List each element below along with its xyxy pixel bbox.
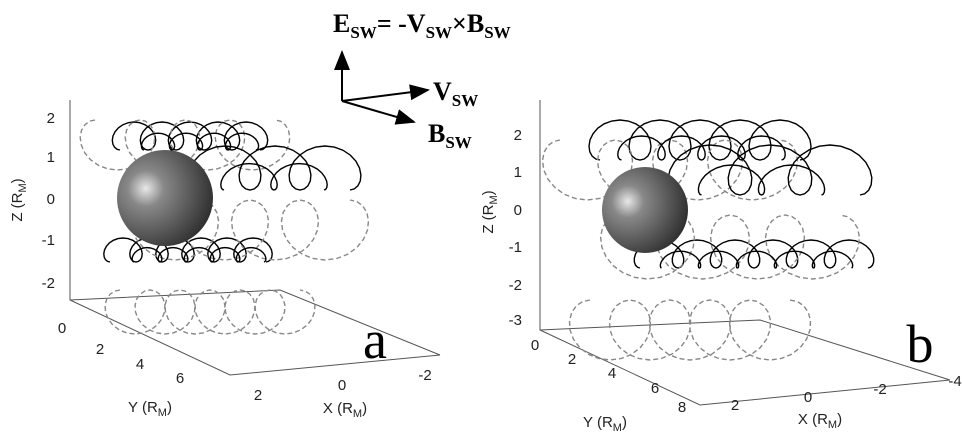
label-close: ) (362, 400, 367, 417)
label-text: Z (R (9, 192, 26, 221)
label-sub: M (488, 195, 500, 204)
x-tick-label: 0 (338, 377, 346, 394)
vector-arrows (334, 50, 430, 125)
label-close: ) (622, 414, 627, 431)
b-label: BSW (428, 119, 472, 152)
label-text: X (R (798, 411, 828, 428)
z-tick-label: -1 (42, 232, 55, 249)
trajectory (588, 119, 812, 161)
trajectory (633, 239, 875, 269)
equation: ESW= -VSW×BSW (333, 9, 511, 42)
label-close: ) (480, 190, 497, 195)
trajectory-front (617, 135, 786, 161)
y-tick-label: 0 (58, 320, 66, 337)
label-close: ) (9, 178, 26, 183)
z-tick-label: -3 (509, 312, 522, 329)
label-sub: M (828, 419, 837, 431)
trajectory-front (140, 132, 260, 151)
y-tick-label: 4 (136, 356, 144, 373)
x-tick-label: -2 (418, 367, 431, 384)
trajectory (103, 237, 273, 263)
x-label: X (RM) (798, 411, 842, 431)
label-text: X (R (323, 400, 353, 417)
label-text: Y (R (583, 414, 613, 431)
planet (602, 167, 688, 253)
trajectory-front (131, 246, 267, 263)
v-label: VSW (433, 77, 478, 110)
planet (117, 150, 213, 246)
z-label: Z (RM) (480, 190, 500, 233)
z-label: Z (RM) (9, 178, 29, 221)
z-tick-label: 2 (47, 110, 55, 127)
z-tick-label: -1 (509, 239, 522, 256)
y-label: Y (RM) (128, 399, 172, 419)
label-close: ) (837, 411, 842, 428)
y-tick-label: 0 (531, 337, 539, 354)
trajectory (667, 144, 873, 196)
x-tick-label: 2 (254, 387, 262, 404)
trajectory (188, 145, 362, 191)
x-tick-label: -4 (948, 373, 961, 390)
y-tick-label: 4 (608, 365, 616, 382)
axes-box (69, 100, 441, 376)
y-tick-label: 8 (678, 399, 686, 416)
z-tick-label: 2 (514, 127, 522, 144)
label-sub: M (17, 183, 29, 192)
trajectory (104, 289, 316, 335)
z-tick-label: 0 (47, 191, 55, 208)
z-tick-label: -2 (42, 275, 55, 292)
label-sub: M (158, 407, 167, 419)
y-tick-label: 2 (96, 341, 104, 358)
y-label: Y (RM) (583, 414, 627, 433)
label-sub: M (613, 422, 622, 433)
label-sub: M (353, 408, 362, 420)
trajectory-front (659, 250, 854, 269)
x-tick-label: 0 (804, 389, 812, 406)
z-tick-label: 1 (514, 164, 522, 181)
x-label: X (RM) (323, 400, 367, 420)
y-tick-label: 6 (176, 370, 184, 387)
y-tick-label: 6 (651, 380, 659, 397)
z-tick-label: 1 (47, 149, 55, 166)
trajectory (111, 121, 269, 151)
label-text: Y (R (128, 399, 158, 416)
x-tick-label: 2 (731, 397, 739, 414)
trajectory-front (697, 164, 826, 196)
z-tick-label: -2 (509, 277, 522, 294)
panel-label: b (907, 314, 934, 374)
label-text: Z (R (480, 204, 497, 233)
z-tick-label: 0 (514, 202, 522, 219)
trajectory (568, 299, 812, 361)
panel-label: a (363, 310, 387, 370)
label-close: ) (167, 399, 172, 416)
trajectory-front (220, 162, 328, 191)
y-tick-label: 2 (568, 351, 576, 368)
x-tick-label: -2 (873, 381, 886, 398)
axes-box (539, 100, 951, 406)
